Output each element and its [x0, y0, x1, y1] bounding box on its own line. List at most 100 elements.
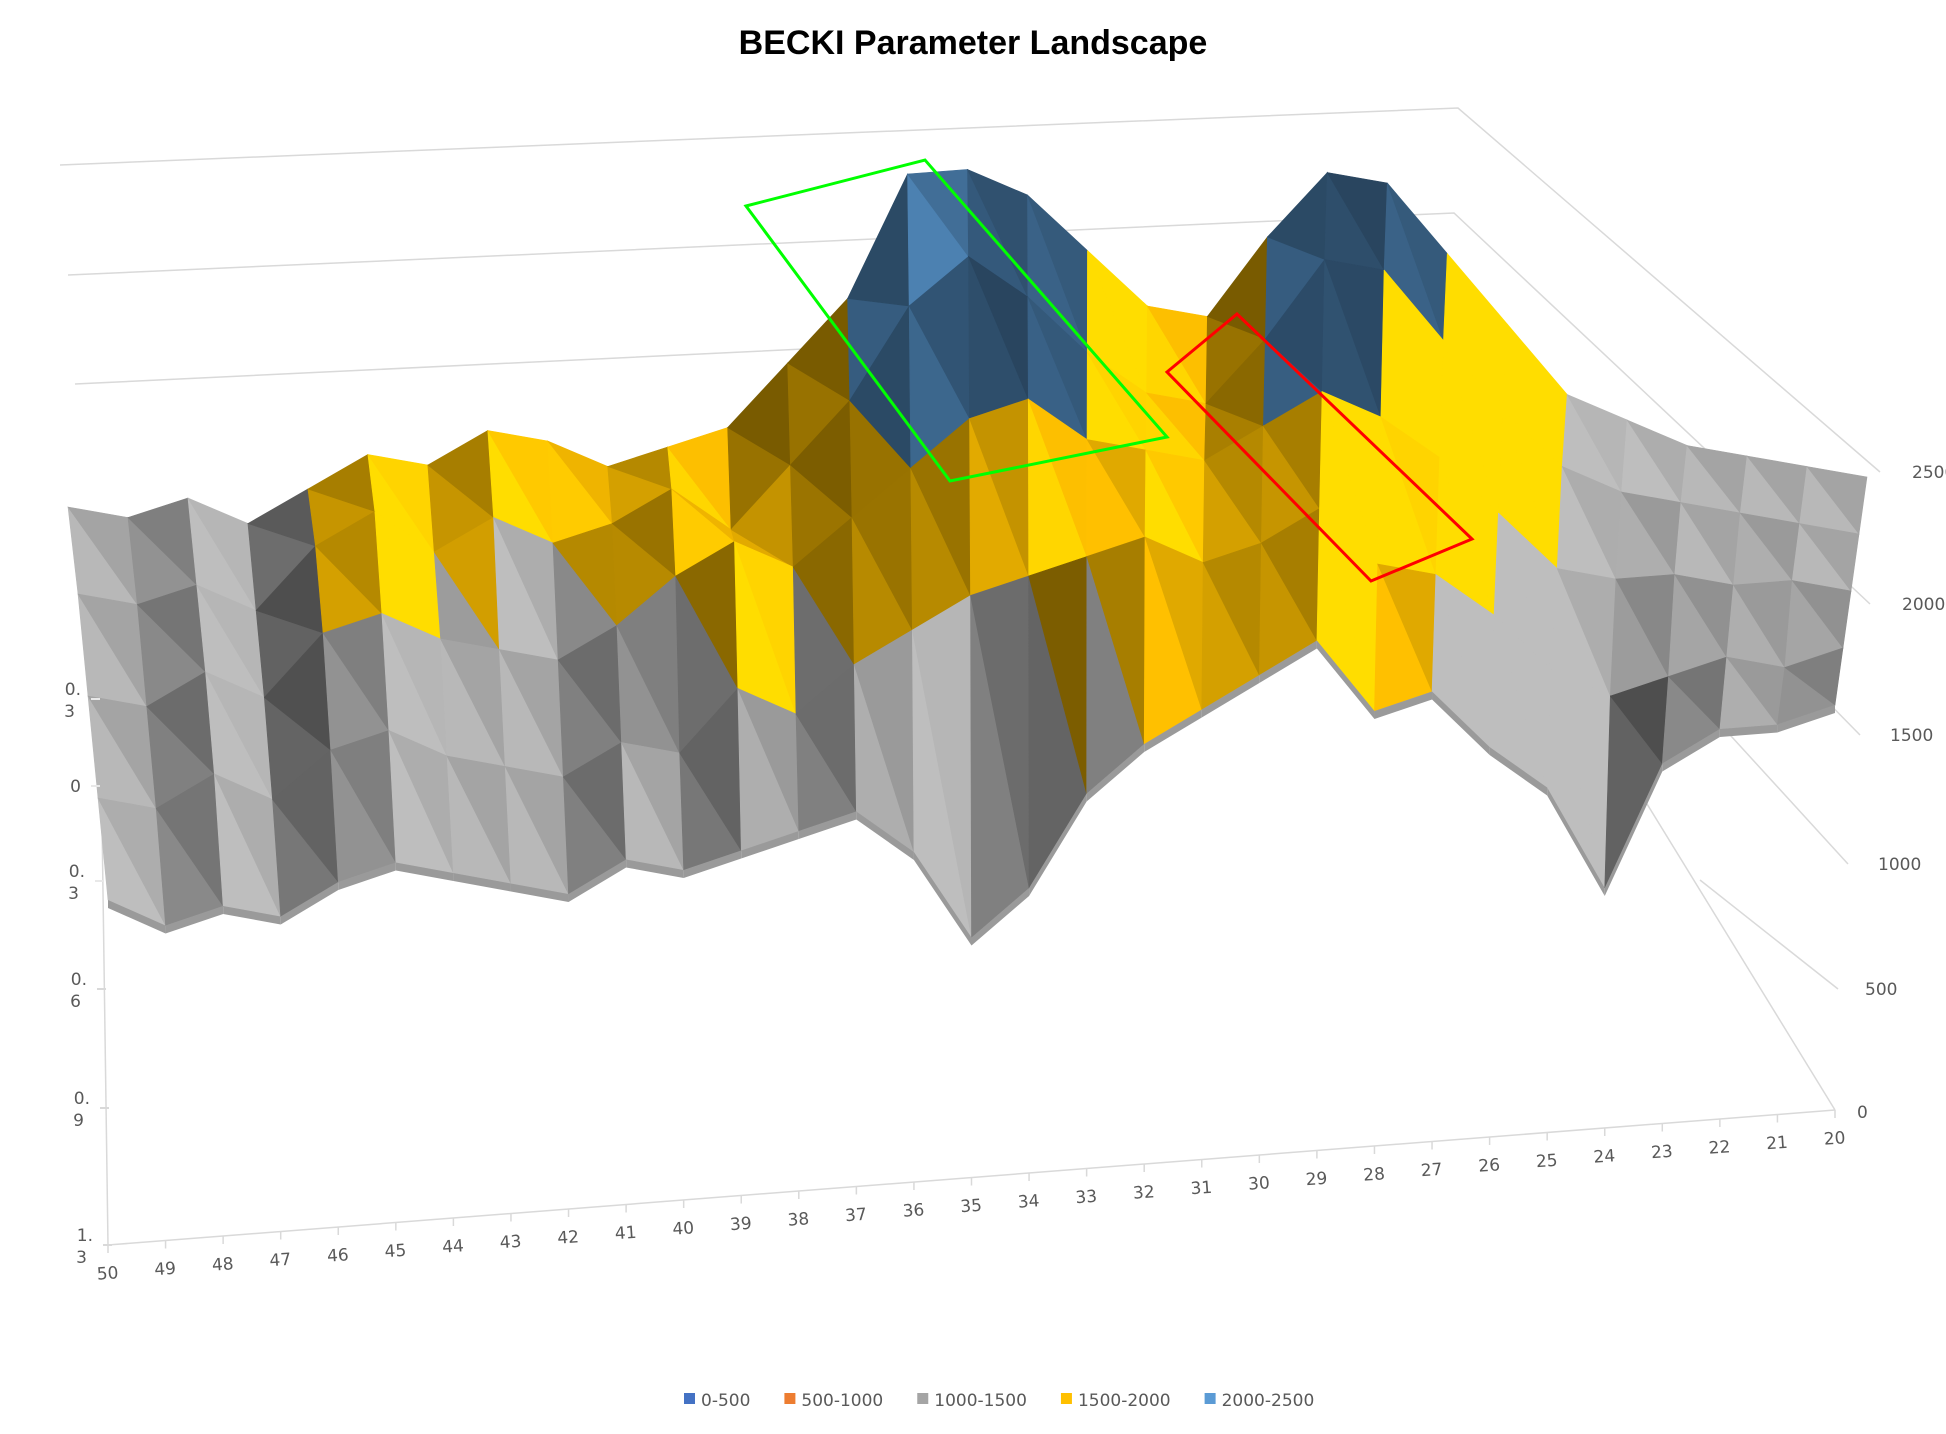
surface-edge — [1662, 729, 1720, 772]
surface-facet — [1784, 647, 1844, 706]
x-tick-label: 35 — [960, 1196, 983, 1217]
surface-edge — [1604, 763, 1663, 896]
surface-edge — [453, 873, 511, 892]
surface-edge — [1489, 747, 1548, 796]
annotations — [743, 158, 1475, 583]
x-axis: 50 49 48 47 46 45 44 43 42 41 40 39 38 37 36 35 34 33 32 31… — [96, 1110, 1846, 1285]
legend-item: 1500-2000 — [1060, 1391, 1171, 1411]
surface-edge — [1432, 691, 1490, 755]
surface-edge — [798, 811, 857, 839]
x-tick-label: 50 — [96, 1263, 119, 1284]
surface-edge — [1719, 724, 1778, 737]
x-tick-label: 22 — [1708, 1137, 1731, 1158]
surface-edge — [280, 882, 339, 925]
surface-edge — [395, 862, 454, 881]
surface-plot — [67, 168, 1868, 946]
x-tick-label: 49 — [154, 1259, 177, 1280]
legend-item: 2000-2500 — [1204, 1391, 1315, 1411]
x-tick-label: 30 — [1247, 1173, 1270, 1194]
surface-edge — [510, 883, 569, 902]
red-highlight-box — [1164, 311, 1475, 583]
surface-edge — [165, 906, 224, 934]
surface-edge — [626, 859, 684, 878]
x-tick-label: 20 — [1823, 1128, 1846, 1149]
x-tick-label: 44 — [442, 1236, 465, 1257]
value-tick-label: 0 — [1857, 1103, 1868, 1123]
x-tick-label: 46 — [326, 1245, 349, 1266]
legend-swatch — [684, 1393, 695, 1404]
legend-label: 0-500 — [701, 1391, 750, 1411]
surface-edge — [1777, 705, 1835, 733]
gridline — [1699, 879, 1839, 990]
surface-facet — [1791, 580, 1852, 649]
depth-tick-label: 0. 9 — [73, 1089, 90, 1131]
depth-tick-label: 1. 3 — [76, 1226, 93, 1268]
legend-swatch — [784, 1393, 796, 1404]
x-tick-label: 32 — [1132, 1182, 1155, 1203]
depth-tick-label: 0 — [70, 777, 81, 797]
x-tick-label: 36 — [902, 1200, 925, 1221]
legend: 0-500 500-1000 1000-1500 1500-2000 2000-2500 — [684, 1391, 1314, 1411]
legend-label: 1500-2000 — [1078, 1391, 1171, 1411]
surface-edge — [1259, 640, 1317, 683]
legend-label: 500-1000 — [801, 1391, 883, 1411]
legend-swatch — [1060, 1393, 1072, 1404]
legend-label: 2000-2500 — [1222, 1391, 1315, 1411]
depth-tick-label: 0. 3 — [68, 862, 85, 904]
surface-facet — [1806, 466, 1868, 535]
depth-tick-label: 0. 6 — [70, 970, 87, 1012]
x-tick-label: 26 — [1478, 1155, 1501, 1176]
x-tick-label: 29 — [1305, 1169, 1328, 1190]
surface-edge — [1086, 744, 1145, 802]
surface-edge — [971, 888, 1030, 946]
legend-label: 1000-1500 — [934, 1391, 1027, 1411]
legend-item: 500-1000 — [784, 1391, 883, 1411]
surface-edge — [108, 900, 166, 934]
surface-edge — [741, 831, 799, 859]
surface-edge — [1316, 640, 1375, 719]
x-tick-label: 37 — [845, 1205, 868, 1226]
gridline — [1619, 759, 1836, 1111]
x-tick-label: 27 — [1420, 1160, 1443, 1181]
x-tick-label: 34 — [1017, 1191, 1040, 1212]
legend-item: 1000-1500 — [917, 1391, 1027, 1411]
x-tick-label: 38 — [787, 1209, 810, 1230]
x-tick-label: 31 — [1190, 1178, 1213, 1199]
surface-edge — [913, 852, 972, 946]
legend-item: 0-500 — [684, 1391, 750, 1411]
x-tick-label: 33 — [1075, 1187, 1098, 1208]
depth-axis: 0. 3 0 0. 3 0. 6 0. 9 1. 3 — [64, 680, 112, 1268]
x-tick-label: 25 — [1535, 1151, 1558, 1172]
x-tick-label: 47 — [269, 1250, 292, 1271]
surface-facet — [1798, 523, 1860, 592]
value-tick-label: 1500 — [1890, 726, 1933, 746]
surface-edge — [338, 862, 396, 890]
surface-edge — [1374, 691, 1433, 719]
value-tick-label: 1000 — [1878, 855, 1921, 875]
surface-edge — [683, 850, 742, 878]
surface-edge — [856, 811, 914, 860]
green-highlight-box — [743, 158, 1170, 483]
x-tick-label: 42 — [557, 1227, 580, 1248]
value-axis: 0 500 1000 1500 2000 2500 — [1857, 463, 1946, 1123]
surface-edge — [1201, 675, 1260, 718]
gridline — [59, 107, 1881, 473]
legend-swatch — [1204, 1393, 1216, 1404]
value-tick-label: 2500 — [1912, 463, 1946, 483]
x-tick-label: 45 — [384, 1241, 407, 1262]
surface-edge — [1144, 709, 1202, 752]
x-tick-label: 40 — [672, 1218, 695, 1239]
x-tick-label: 24 — [1593, 1146, 1616, 1167]
x-tick-label: 28 — [1363, 1164, 1386, 1185]
surface-edge — [223, 906, 281, 925]
x-tick-label: 23 — [1650, 1142, 1673, 1163]
depth-tick-label: 0. 3 — [64, 680, 81, 722]
x-tick-label: 43 — [499, 1232, 522, 1253]
x-tick-label: 39 — [729, 1214, 752, 1235]
value-tick-label: 2000 — [1902, 595, 1945, 615]
surface-edge — [568, 859, 627, 902]
legend-swatch — [917, 1393, 929, 1404]
x-tick-label: 21 — [1766, 1133, 1789, 1154]
x-tick-label: 48 — [211, 1254, 234, 1275]
